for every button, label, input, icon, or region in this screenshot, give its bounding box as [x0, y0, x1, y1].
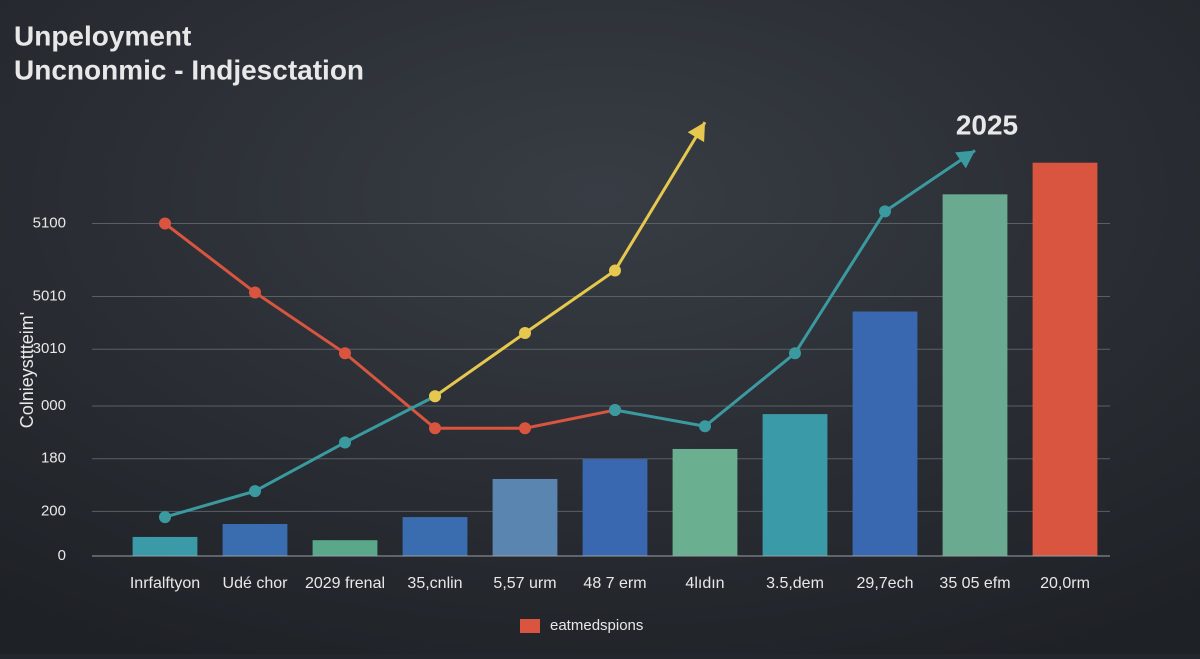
line-marker	[429, 422, 441, 435]
legend-swatch	[520, 619, 540, 633]
legend-label: eatmedspions	[550, 617, 643, 634]
chart-title: Unpeloyment	[14, 20, 191, 51]
line-marker	[429, 390, 441, 403]
x-tick-label: 5,57 urm	[493, 575, 556, 592]
line-marker	[249, 485, 261, 498]
bar	[582, 459, 648, 556]
line-marker	[159, 511, 171, 524]
line-marker	[339, 436, 351, 449]
annotation: 2025	[956, 109, 1018, 140]
arrow-head	[687, 122, 705, 143]
bar	[672, 448, 738, 556]
line-marker	[339, 347, 351, 360]
x-tick-label: Udé chor	[223, 575, 289, 592]
line-marker	[159, 217, 171, 230]
line-marker	[609, 264, 621, 277]
line-marker	[789, 347, 801, 360]
y-tick-label: 5010	[33, 287, 66, 304]
line-marker	[699, 420, 711, 433]
bar	[222, 523, 288, 556]
bar	[492, 478, 558, 556]
bar	[852, 311, 918, 556]
line-marker	[249, 286, 261, 299]
chart-title: Uncnonmic - Indjesctation	[14, 54, 364, 85]
line	[434, 121, 707, 398]
x-tick-label: 35 05 efm	[939, 575, 1010, 592]
y-tick-label: 200	[41, 502, 66, 519]
y-axis-label: Colnieysttteim'	[17, 312, 37, 428]
line-marker	[609, 404, 621, 417]
x-tick-label: 4lıdın	[685, 575, 724, 592]
x-tick-label: Inrfalftyon	[130, 575, 200, 592]
x-tick-label: 20,0rm	[1040, 575, 1090, 592]
bar	[762, 414, 828, 556]
x-tick-label: 2029 frenal	[305, 575, 385, 592]
x-tick-label: 35,cnlin	[407, 575, 462, 592]
x-tick-label: 29,7ech	[857, 575, 914, 592]
line-marker	[879, 205, 891, 218]
arrow-head	[955, 150, 975, 169]
y-tick-label: 0	[58, 547, 66, 564]
line-marker	[519, 327, 531, 339]
bar	[402, 517, 468, 556]
line-marker	[519, 422, 531, 435]
x-tick-label: 3.5,dem	[766, 575, 824, 592]
y-tick-label: 5100	[33, 214, 66, 231]
y-tick-label: 000	[41, 397, 66, 414]
bar	[132, 536, 198, 556]
line	[164, 222, 616, 430]
y-tick-label: 3010	[33, 340, 66, 357]
bar	[942, 194, 1008, 557]
y-tick-label: 180	[41, 450, 66, 467]
x-tick-label: 48 7 erm	[583, 575, 646, 592]
bar	[312, 540, 378, 556]
bar	[1032, 162, 1098, 556]
